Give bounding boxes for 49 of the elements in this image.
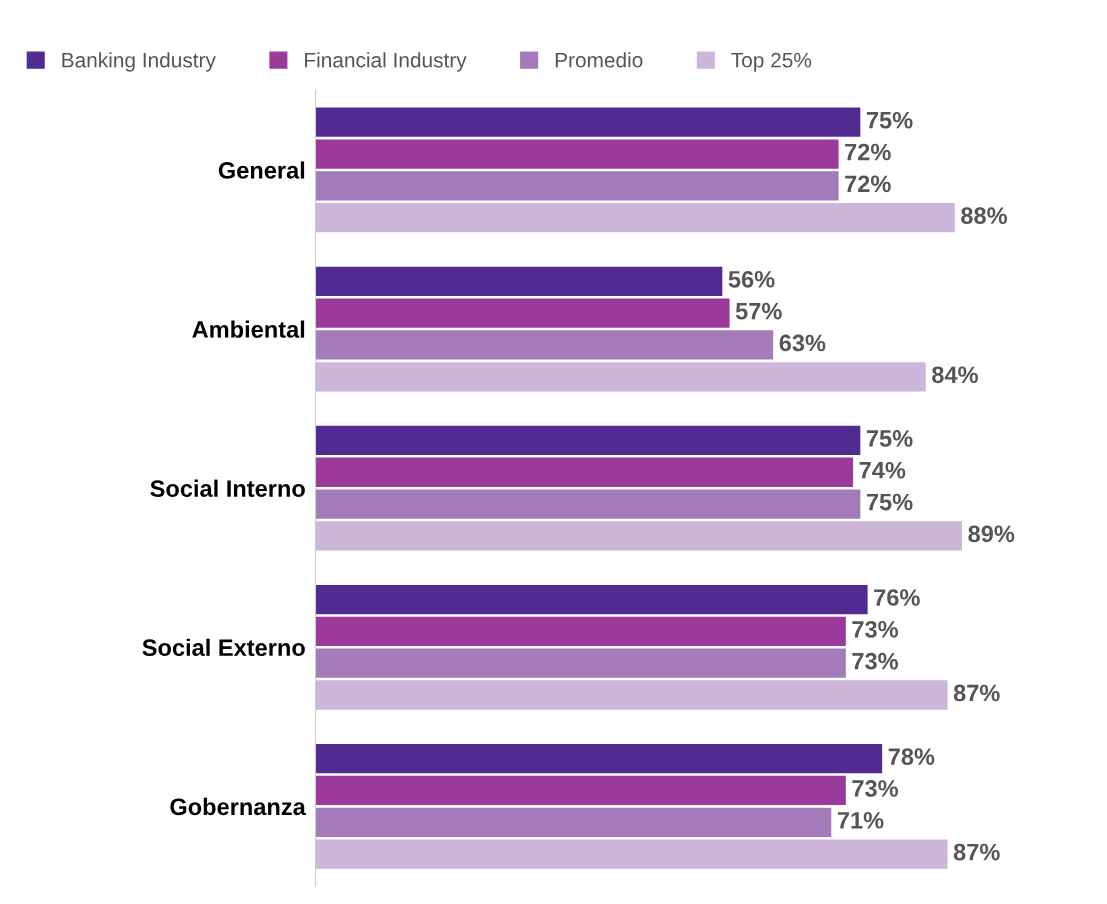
data-label: 74% — [859, 461, 906, 479]
data-label: 84% — [932, 366, 978, 384]
data-label: 89% — [968, 525, 1015, 543]
bar — [315, 680, 948, 710]
y-tick-label: Social Externo — [142, 638, 305, 657]
bar — [315, 139, 839, 169]
data-label: 56% — [728, 270, 775, 288]
bar — [315, 744, 883, 774]
bar — [315, 807, 832, 837]
legend-label: Banking Industry — [62, 52, 216, 72]
bar — [315, 362, 926, 392]
bar — [315, 457, 854, 487]
bar — [315, 425, 861, 456]
data-label: 72% — [845, 143, 891, 161]
data-label: 87% — [953, 684, 1000, 702]
bar — [315, 107, 861, 137]
legend-label: Financial Industry — [305, 52, 467, 72]
y-tick-label: General — [218, 161, 305, 179]
data-label: 72% — [845, 175, 891, 193]
data-label: 71% — [837, 811, 884, 829]
bar — [315, 489, 861, 519]
data-label: 73% — [852, 652, 899, 670]
bar — [315, 266, 723, 296]
legend-label: Top 25% — [731, 52, 812, 72]
bar — [315, 521, 963, 551]
data-label: 73% — [852, 780, 899, 797]
data-label: 78% — [888, 748, 935, 765]
data-label: 63% — [779, 334, 826, 352]
bar — [315, 616, 846, 646]
bar — [315, 298, 730, 328]
bar — [315, 648, 846, 678]
data-label: 75% — [866, 493, 913, 511]
bar — [315, 584, 868, 615]
data-label: 88% — [961, 207, 1007, 225]
bar — [315, 839, 948, 869]
data-label: 73% — [852, 620, 899, 638]
data-label: 57% — [735, 302, 782, 320]
data-label: 75% — [866, 111, 913, 129]
legend-label: Promedio — [555, 52, 643, 68]
y-tick-label: Ambiental — [192, 320, 305, 338]
data-label: 75% — [866, 430, 913, 447]
data-label: 87% — [953, 843, 1000, 861]
bar — [315, 203, 955, 233]
bar — [315, 775, 846, 806]
bar — [315, 330, 774, 360]
y-tick-label: Social Interno — [150, 479, 305, 497]
y-tick-label: Gobernanza — [170, 797, 306, 816]
data-label: 76% — [874, 589, 920, 606]
bar — [315, 171, 839, 201]
